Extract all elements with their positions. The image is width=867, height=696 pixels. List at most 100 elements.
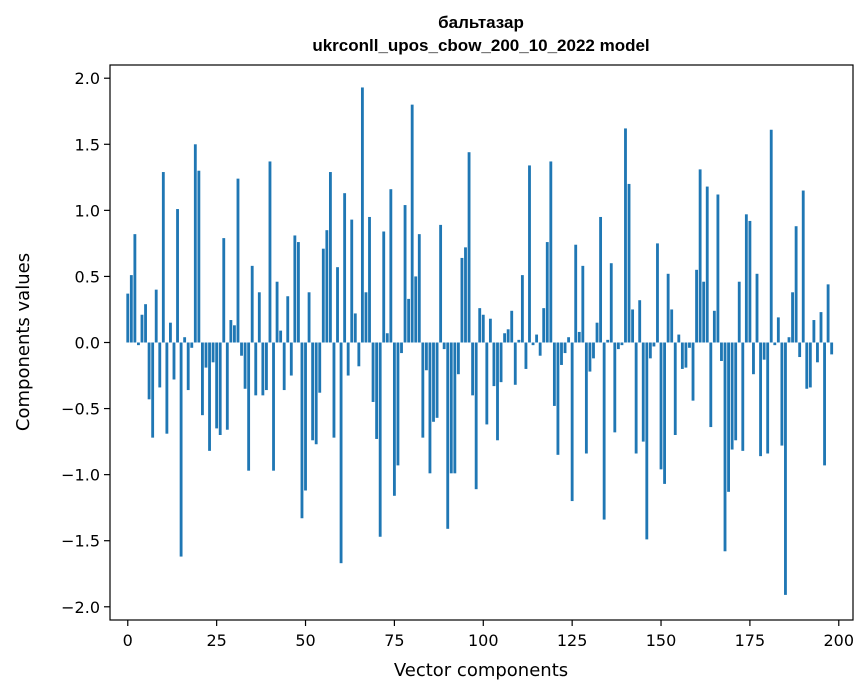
bar-107 [506,329,510,343]
y-tick-label: −1.5 [61,532,100,551]
bar-83 [421,342,425,438]
y-axis-label: Components values [13,253,34,431]
bar-109 [513,342,517,385]
bar-195 [819,312,823,343]
bar-159 [691,342,695,401]
bar-180 [766,342,770,454]
x-axis-ticks: 0 25 50 75 100 125 150 175 200 [123,620,854,650]
bar-92 [453,342,457,474]
x-tick-label: 50 [295,631,315,650]
bar-130 [588,342,592,372]
y-tick-label: 0.5 [75,267,100,286]
bar-188 [794,226,798,343]
bar-166 [716,194,720,343]
bar-56 [325,230,329,343]
bar-10 [161,172,165,343]
bar-128 [581,265,585,343]
bar-143 [634,342,638,454]
bar-150 [659,342,663,470]
bar-189 [798,342,802,358]
bar-147 [648,342,652,359]
x-tick-label: 100 [468,631,499,650]
bar-173 [741,342,745,451]
bar-95 [464,247,467,343]
bar-82 [417,234,421,343]
bar-45 [286,296,290,343]
bar-113 [528,165,531,343]
bar-57 [328,172,332,343]
bar-148 [652,342,656,347]
bar-25 [215,342,219,429]
y-tick-label: 0.0 [75,334,100,353]
bar-184 [780,342,784,446]
bar-142 [631,309,635,343]
bar-112 [524,342,528,369]
bar-38 [261,342,265,396]
bar-29 [229,320,233,343]
bar-175 [748,220,752,343]
bar-49 [300,342,304,519]
bar-156 [680,342,684,369]
bar-15 [179,342,183,557]
bar-6 [147,342,151,400]
bar-139 [620,342,624,346]
bar-1 [129,275,133,343]
bar-116 [538,342,542,356]
bar-9 [158,342,162,388]
bar-129 [584,342,588,454]
bar-149 [656,243,659,343]
bar-162 [702,281,706,343]
x-tick-label: 175 [735,631,766,650]
bar-87 [435,342,439,418]
bar-86 [432,342,435,422]
bar-43 [279,330,283,343]
bar-176 [752,342,755,375]
bar-78 [403,205,407,343]
bar-111 [520,275,524,343]
bar-72 [382,231,386,343]
bar-133 [599,216,603,343]
bar-7 [151,342,155,438]
bar-136 [609,263,613,343]
bar-23 [208,342,211,451]
bar-93 [456,342,460,375]
bar-161 [698,169,702,343]
bar-102 [488,318,492,343]
bar-62 [346,342,350,376]
bar-28 [225,342,229,430]
bar-69 [371,342,375,402]
x-tick-label: 0 [123,631,133,650]
bar-183 [776,317,780,343]
bar-103 [492,342,496,387]
bar-2 [133,234,137,343]
bar-52 [311,342,315,441]
bar-186 [787,337,791,343]
bar-187 [791,292,794,343]
bar-196 [823,342,826,466]
bar-37 [257,292,261,343]
bar-194 [816,342,819,363]
bar-124 [567,337,571,343]
bar-182 [773,342,777,346]
bar-35 [250,265,254,343]
bar-55 [321,248,325,343]
x-tick-label: 150 [646,631,677,650]
bar-70 [375,342,379,439]
bar-91 [449,342,453,474]
bar-117 [542,308,546,343]
bar-167 [720,342,723,361]
bar-100 [481,314,485,343]
bar-126 [574,244,578,343]
y-tick-label: −0.5 [61,400,100,419]
bar-108 [510,310,514,343]
bar-21 [201,342,204,416]
bar-155 [677,334,681,343]
bar-191 [805,342,809,389]
bar-171 [734,342,738,441]
bar-51 [307,292,311,343]
plot-area-frame [109,64,854,621]
bar-20 [197,170,201,343]
bar-140 [624,128,627,343]
y-tick-label: 1.0 [75,201,100,220]
bar-192 [808,342,812,388]
